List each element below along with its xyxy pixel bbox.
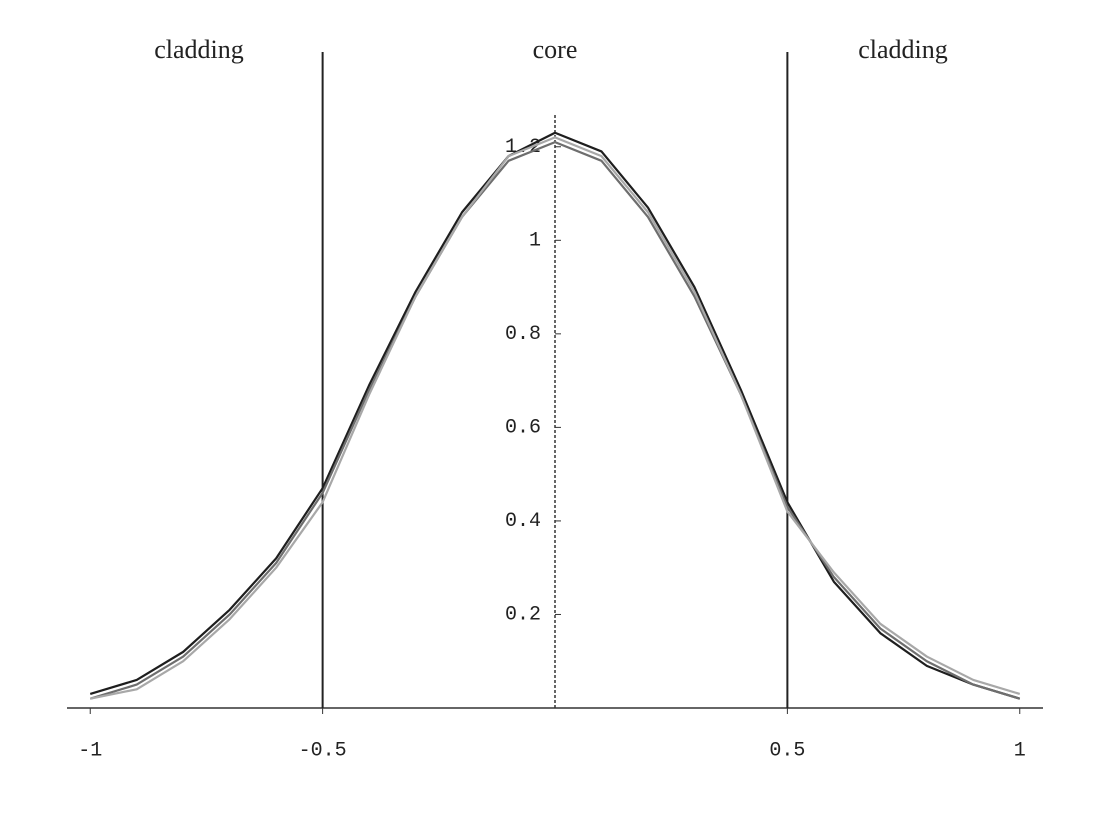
x-tick-label: 1 — [1014, 739, 1026, 762]
region-label: core — [533, 35, 578, 64]
region-label: cladding — [154, 35, 244, 64]
profile-line — [89, 140, 1021, 700]
y-tick-label: 0.4 — [505, 510, 541, 533]
x-tick-label: -0.5 — [299, 739, 347, 762]
profile-line — [89, 131, 1021, 700]
x-tick-label: 0.5 — [769, 739, 805, 762]
y-tick-label: 0.2 — [505, 604, 541, 627]
y-tick-label: 0.8 — [505, 323, 541, 346]
profile-line — [90, 136, 1021, 700]
y-tick-label: 1 — [529, 230, 541, 253]
y-tick-label: 0.6 — [505, 417, 541, 440]
x-tick-label: -1 — [78, 739, 102, 762]
region-label: cladding — [858, 35, 948, 64]
